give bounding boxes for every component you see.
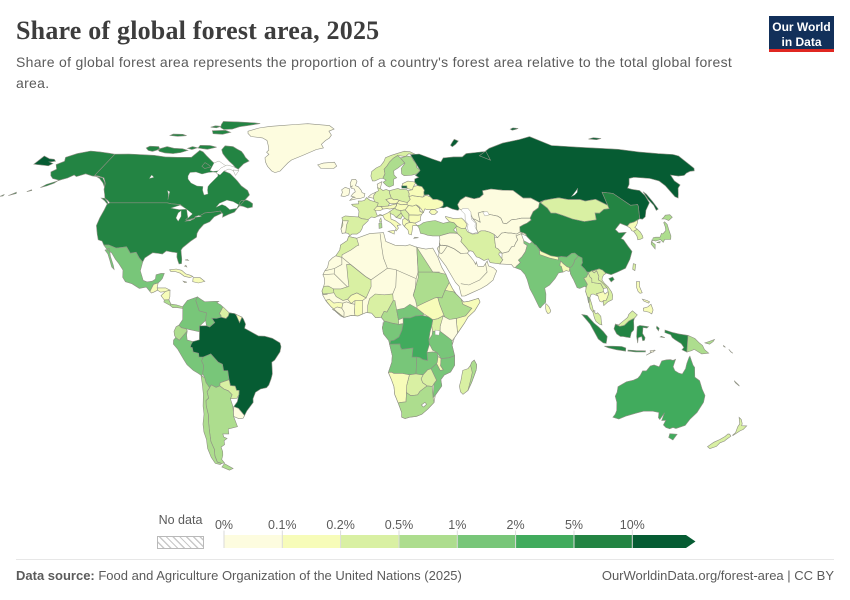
svg-text:5%: 5%	[565, 518, 583, 532]
svg-text:2%: 2%	[507, 518, 525, 532]
svg-text:10%: 10%	[620, 518, 645, 532]
svg-text:0.1%: 0.1%	[268, 518, 297, 532]
svg-text:0%: 0%	[215, 518, 233, 532]
svg-text:0.2%: 0.2%	[326, 518, 355, 532]
svg-text:1%: 1%	[448, 518, 466, 532]
svg-text:0.5%: 0.5%	[385, 518, 414, 532]
